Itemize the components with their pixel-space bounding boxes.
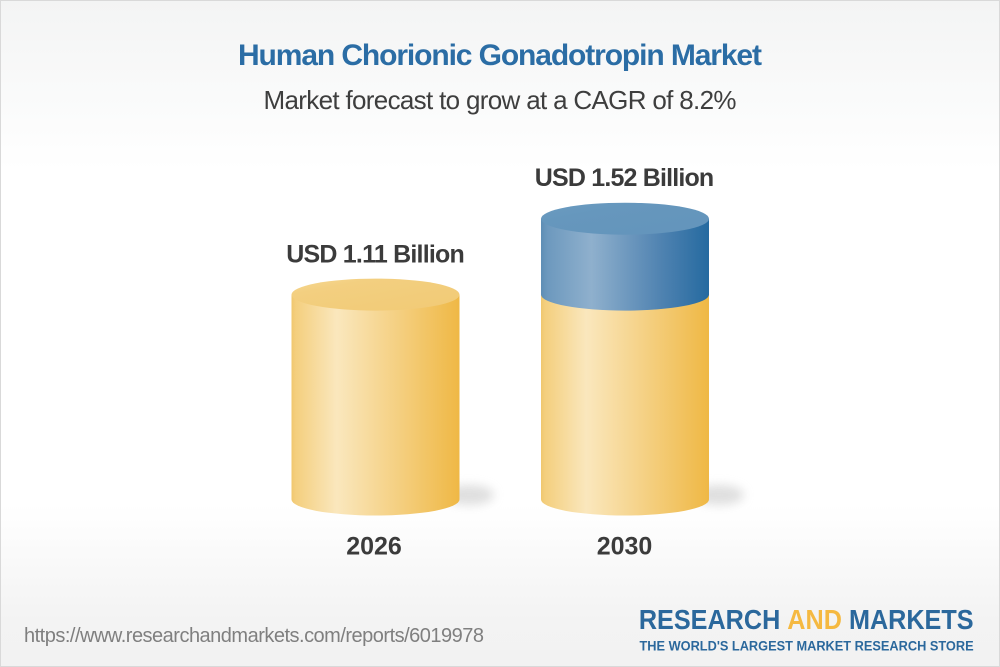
svg-text:USD 1.52 Billion: USD 1.52 Billion: [535, 164, 714, 192]
svg-text:THE WORLD'S LARGEST MARKET RES: THE WORLD'S LARGEST MARKET RESEARCH STOR…: [640, 638, 974, 654]
svg-text:RESEARCH AND MARKETS: RESEARCH AND MARKETS: [639, 604, 974, 635]
svg-text:Human Chorionic Gonadotropin M: Human Chorionic Gonadotropin Market: [238, 39, 762, 72]
svg-text:https://www.researchandmarkets: https://www.researchandmarkets.com/repor…: [24, 625, 484, 647]
svg-text:Market forecast to grow at a C: Market forecast to grow at a CAGR of 8.2…: [264, 85, 737, 115]
svg-text:USD 1.11 Billion: USD 1.11 Billion: [286, 240, 465, 268]
svg-text:2030: 2030: [597, 533, 653, 561]
svg-text:2026: 2026: [346, 533, 402, 561]
